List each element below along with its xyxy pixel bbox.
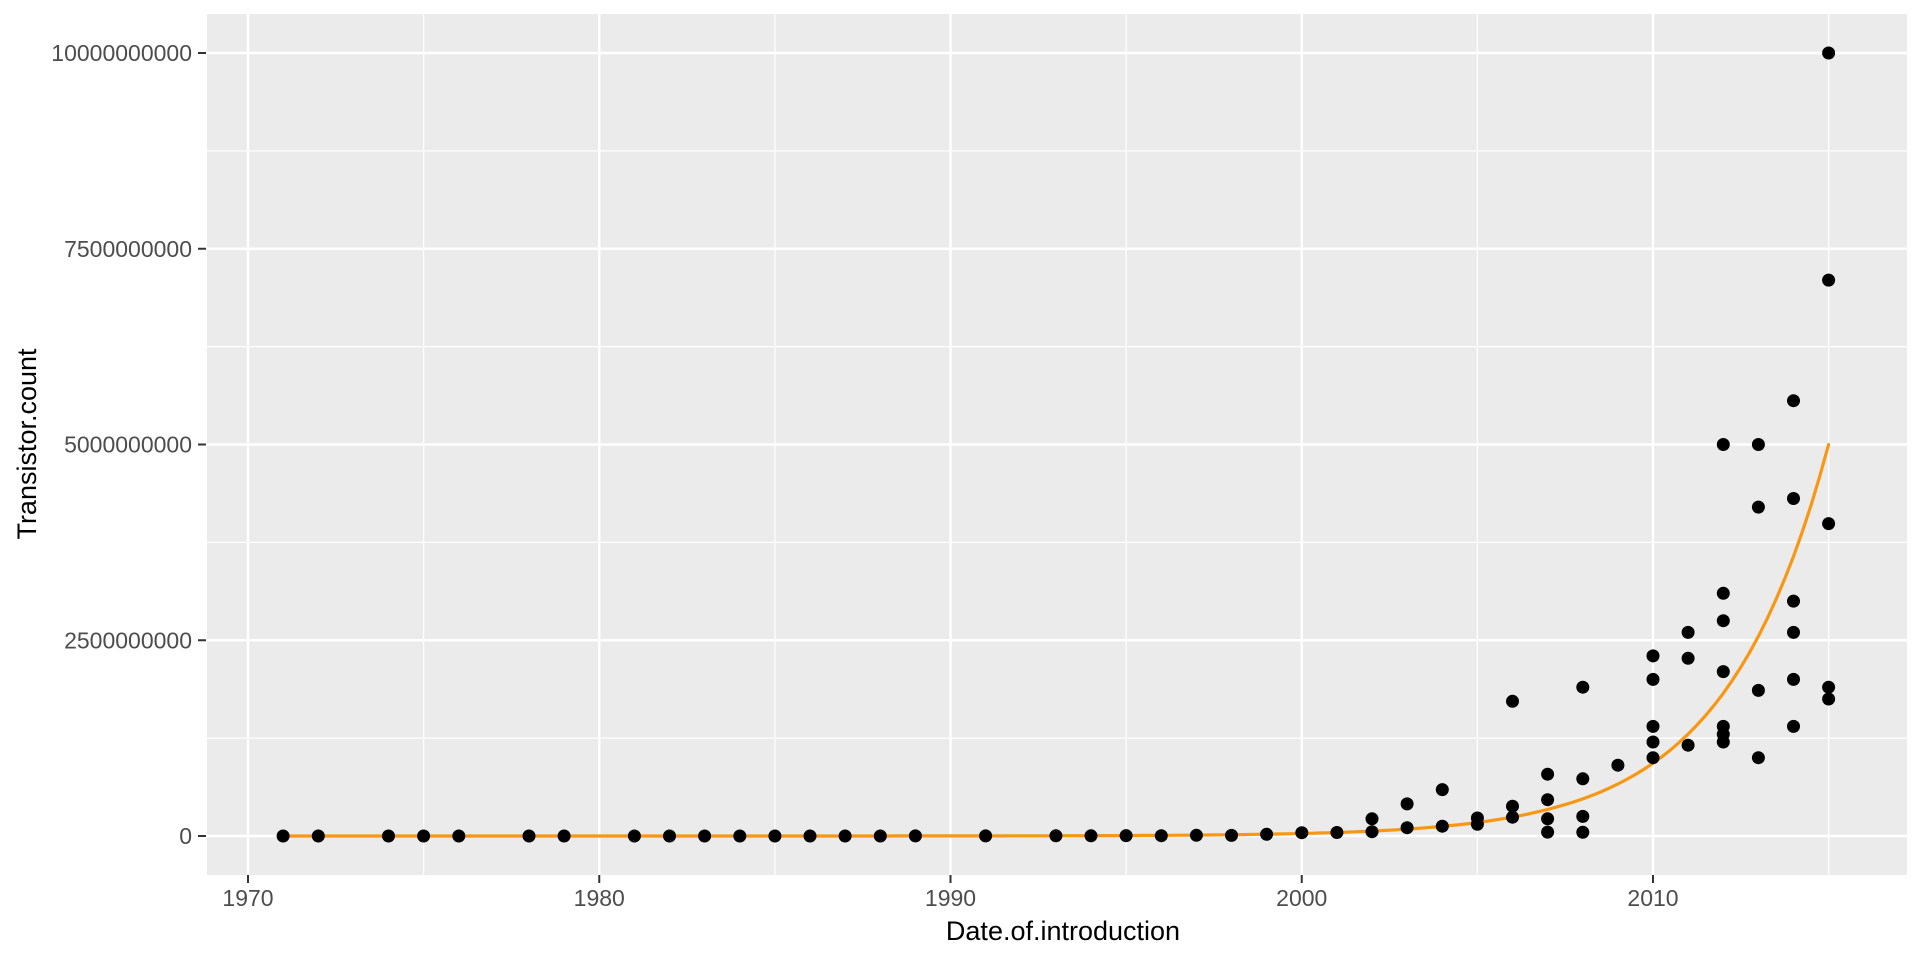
data-point: [1400, 797, 1414, 811]
data-point: [1751, 500, 1765, 514]
data-point: [452, 829, 466, 843]
data-point: [1435, 819, 1449, 833]
x-tick-label: 1970: [222, 885, 273, 911]
data-point: [557, 829, 571, 843]
data-point: [1541, 825, 1555, 839]
data-point: [979, 829, 993, 843]
data-point: [803, 829, 817, 843]
data-point: [1787, 594, 1800, 608]
data-point: [1470, 817, 1484, 831]
x-tick-label: 2010: [1627, 885, 1678, 911]
data-point: [1787, 672, 1800, 686]
data-point: [522, 829, 536, 843]
data-point: [1506, 799, 1519, 813]
data-point: [733, 829, 747, 843]
data-point: [1716, 586, 1730, 600]
data-point: [1787, 394, 1800, 408]
y-tick-label: 7500000000: [64, 236, 192, 262]
data-point: [873, 829, 887, 843]
data-point: [838, 829, 852, 843]
data-point: [1716, 665, 1730, 679]
data-point: [1225, 828, 1238, 842]
data-point: [1295, 826, 1309, 840]
data-point: [1576, 772, 1590, 786]
data-point: [1822, 273, 1836, 287]
data-point: [1435, 783, 1449, 797]
y-tick-label: 2500000000: [64, 627, 192, 653]
data-point: [1576, 809, 1590, 823]
data-point: [1681, 651, 1695, 665]
data-point: [1154, 829, 1168, 843]
data-point: [627, 829, 641, 843]
data-point: [1751, 683, 1765, 697]
data-point: [1400, 821, 1414, 835]
data-point: [663, 829, 676, 843]
data-point: [1576, 680, 1590, 694]
y-tick-label: 0: [179, 823, 192, 849]
data-point: [1681, 625, 1695, 639]
data-point: [1611, 758, 1625, 772]
y-tick-label: 10000000000: [51, 40, 192, 66]
data-point: [908, 829, 922, 843]
data-point: [1365, 825, 1379, 839]
data-point: [1716, 438, 1730, 451]
data-point: [1541, 812, 1555, 826]
data-point: [1646, 672, 1660, 686]
data-point: [1787, 625, 1800, 639]
data-point: [1330, 826, 1344, 839]
data-point: [382, 829, 395, 843]
data-point: [1822, 517, 1836, 531]
data-point: [1716, 735, 1730, 749]
data-point: [1716, 614, 1730, 628]
x-axis-title: Date.of.introduction: [946, 916, 1180, 946]
data-point: [1646, 735, 1660, 749]
x-tick-label: 1980: [574, 885, 625, 911]
data-point: [698, 829, 712, 843]
data-point: [1049, 829, 1063, 843]
data-point: [1189, 828, 1203, 842]
data-point: [1822, 46, 1836, 60]
axis-tick-layer: 1970 1980 1990 2000 2010 0 2500000000 500000000…: [51, 40, 1678, 911]
y-axis-title: Transistor.count: [12, 348, 42, 540]
data-point: [1646, 649, 1660, 663]
data-point: [1541, 793, 1555, 807]
data-point: [1681, 738, 1695, 752]
data-point: [1084, 829, 1098, 843]
y-tick-label: 5000000000: [64, 432, 192, 458]
data-point: [1646, 751, 1660, 765]
data-point: [276, 829, 290, 843]
data-point: [1751, 751, 1765, 765]
data-point: [1506, 810, 1519, 824]
data-point: [417, 829, 431, 843]
data-point: [768, 829, 782, 843]
data-point: [1822, 680, 1836, 694]
data-point: [1541, 767, 1555, 781]
data-point: [1822, 692, 1836, 706]
data-point: [1260, 827, 1274, 841]
data-point: [1119, 829, 1133, 843]
data-layer: [276, 46, 1836, 843]
data-point: [1646, 719, 1660, 733]
data-point: [1751, 438, 1765, 451]
x-tick-label: 2000: [1276, 885, 1327, 911]
data-point: [1576, 825, 1590, 839]
data-point: [1506, 694, 1519, 708]
data-point: [1787, 719, 1800, 733]
x-tick-label: 1990: [925, 885, 976, 911]
data-point: [1787, 492, 1800, 505]
data-point: [1365, 812, 1379, 826]
data-point: [311, 829, 325, 843]
